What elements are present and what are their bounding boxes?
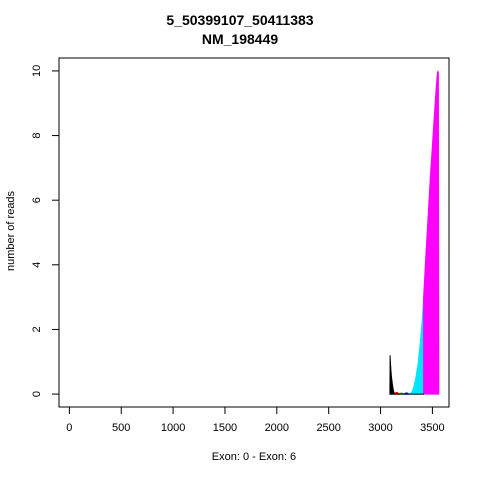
- x-tick-label: 1500: [213, 422, 237, 434]
- x-tick-label: 0: [66, 422, 72, 434]
- x-tick-label: 1000: [161, 422, 185, 434]
- y-tick-label: 10: [31, 65, 43, 77]
- series-area-5: [423, 70, 440, 395]
- chart-title: 5_50399107_50411383: [166, 12, 313, 28]
- series-group: [389, 70, 440, 395]
- x-tick-label: 3000: [368, 422, 392, 434]
- series-area-4: [407, 297, 425, 395]
- x-tick-label: 2000: [265, 422, 289, 434]
- y-tick-label: 4: [31, 262, 43, 268]
- y-tick-label: 0: [31, 391, 43, 397]
- y-axis: 0 2 4 6 8 10: [31, 65, 60, 397]
- y-tick-label: 8: [31, 132, 43, 138]
- x-axis: 0 500 1000 1500 2000 2500 3000 3500: [66, 406, 445, 434]
- y-tick-label: 6: [31, 197, 43, 203]
- y-axis-label: number of reads: [5, 190, 17, 271]
- series-area-0: [389, 355, 396, 395]
- x-tick-label: 2500: [316, 422, 340, 434]
- x-axis-label: Exon: 0 - Exon: 6: [212, 451, 296, 463]
- y-tick-label: 2: [31, 326, 43, 332]
- chart-subtitle: NM_198449: [202, 31, 278, 47]
- plot-frame: [58, 57, 450, 408]
- x-tick-label: 500: [112, 422, 130, 434]
- x-tick-label: 3500: [420, 422, 444, 434]
